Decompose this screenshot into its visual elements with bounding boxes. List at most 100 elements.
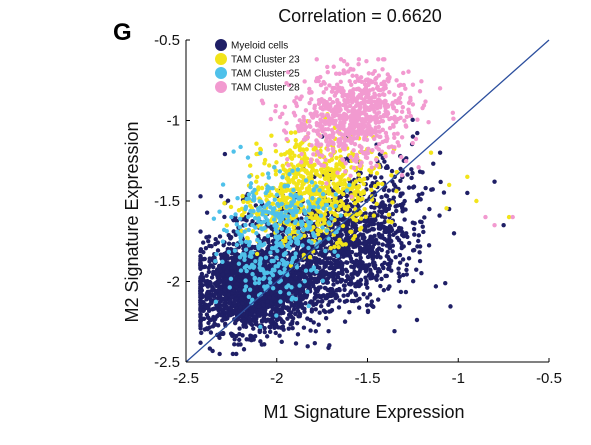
data-point xyxy=(284,176,289,181)
data-point xyxy=(369,299,375,304)
data-point xyxy=(383,130,389,136)
data-point xyxy=(437,213,442,218)
data-point xyxy=(267,312,273,317)
data-point xyxy=(393,254,398,260)
data-point xyxy=(206,265,211,271)
data-point xyxy=(201,278,207,283)
data-point xyxy=(229,295,235,300)
data-point xyxy=(258,256,264,261)
data-point xyxy=(257,265,262,271)
data-point xyxy=(311,320,316,325)
data-point xyxy=(203,302,209,307)
data-point xyxy=(380,139,385,145)
data-point xyxy=(211,271,216,277)
data-point xyxy=(340,242,345,247)
data-point xyxy=(218,193,224,199)
data-point xyxy=(450,110,456,116)
data-point xyxy=(297,283,302,288)
data-point xyxy=(361,176,367,182)
data-point xyxy=(245,155,251,160)
data-point xyxy=(397,304,402,309)
data-point xyxy=(304,147,309,152)
data-point xyxy=(204,210,210,215)
data-point xyxy=(286,162,291,168)
data-point xyxy=(238,268,244,273)
data-point xyxy=(221,302,227,308)
data-point xyxy=(321,163,327,168)
data-point xyxy=(338,213,344,218)
data-point xyxy=(317,188,322,193)
data-point xyxy=(390,200,395,205)
data-point xyxy=(234,269,239,274)
data-point xyxy=(234,242,240,248)
data-point xyxy=(251,326,256,331)
data-point xyxy=(397,252,403,258)
data-point xyxy=(285,228,290,234)
data-point xyxy=(277,242,283,248)
data-point xyxy=(451,231,457,236)
data-point xyxy=(262,226,267,231)
data-point xyxy=(294,246,300,251)
data-point xyxy=(371,213,377,218)
data-point xyxy=(362,206,367,212)
data-point xyxy=(203,245,209,251)
data-point xyxy=(343,169,348,174)
data-point xyxy=(287,172,292,177)
data-point xyxy=(224,228,229,234)
data-point xyxy=(207,259,212,264)
data-point xyxy=(254,141,259,146)
data-point xyxy=(274,313,279,318)
data-point xyxy=(404,262,410,268)
data-point xyxy=(242,257,247,263)
data-point xyxy=(350,220,355,226)
data-point xyxy=(356,172,361,177)
data-point xyxy=(228,236,233,241)
data-point xyxy=(320,253,325,258)
data-point xyxy=(289,285,294,290)
data-point xyxy=(338,136,344,142)
data-point xyxy=(315,200,320,205)
data-point xyxy=(273,103,279,109)
data-point xyxy=(354,111,360,116)
data-point xyxy=(383,229,389,235)
data-point xyxy=(340,94,345,99)
data-point xyxy=(320,129,325,134)
data-point xyxy=(414,267,419,272)
data-point xyxy=(258,308,263,313)
data-point xyxy=(411,226,417,232)
data-point xyxy=(217,303,223,308)
data-point xyxy=(374,171,380,176)
data-point xyxy=(375,247,380,253)
data-point xyxy=(228,204,234,210)
data-point xyxy=(211,264,216,270)
data-point xyxy=(204,273,209,278)
data-point xyxy=(368,160,373,166)
data-point xyxy=(356,61,361,67)
data-point xyxy=(281,291,287,296)
data-point xyxy=(266,240,271,245)
panel-letter: G xyxy=(113,19,132,46)
data-point xyxy=(333,192,339,197)
data-point xyxy=(331,181,336,186)
data-point xyxy=(281,295,286,300)
data-point xyxy=(297,298,302,303)
data-point xyxy=(262,275,267,280)
data-point xyxy=(322,241,327,247)
data-point xyxy=(406,185,412,190)
data-point xyxy=(492,179,497,184)
data-point xyxy=(265,299,270,304)
data-point xyxy=(282,266,287,272)
data-point xyxy=(265,218,270,223)
data-point xyxy=(363,225,368,231)
data-point xyxy=(320,191,326,197)
data-point xyxy=(276,261,282,266)
data-point xyxy=(265,233,271,239)
data-point xyxy=(419,219,424,225)
data-point xyxy=(237,287,242,292)
data-point xyxy=(283,209,288,214)
data-point xyxy=(404,114,410,119)
data-point xyxy=(198,280,203,285)
data-point xyxy=(295,332,301,337)
data-point xyxy=(247,337,252,342)
data-point xyxy=(307,254,313,260)
